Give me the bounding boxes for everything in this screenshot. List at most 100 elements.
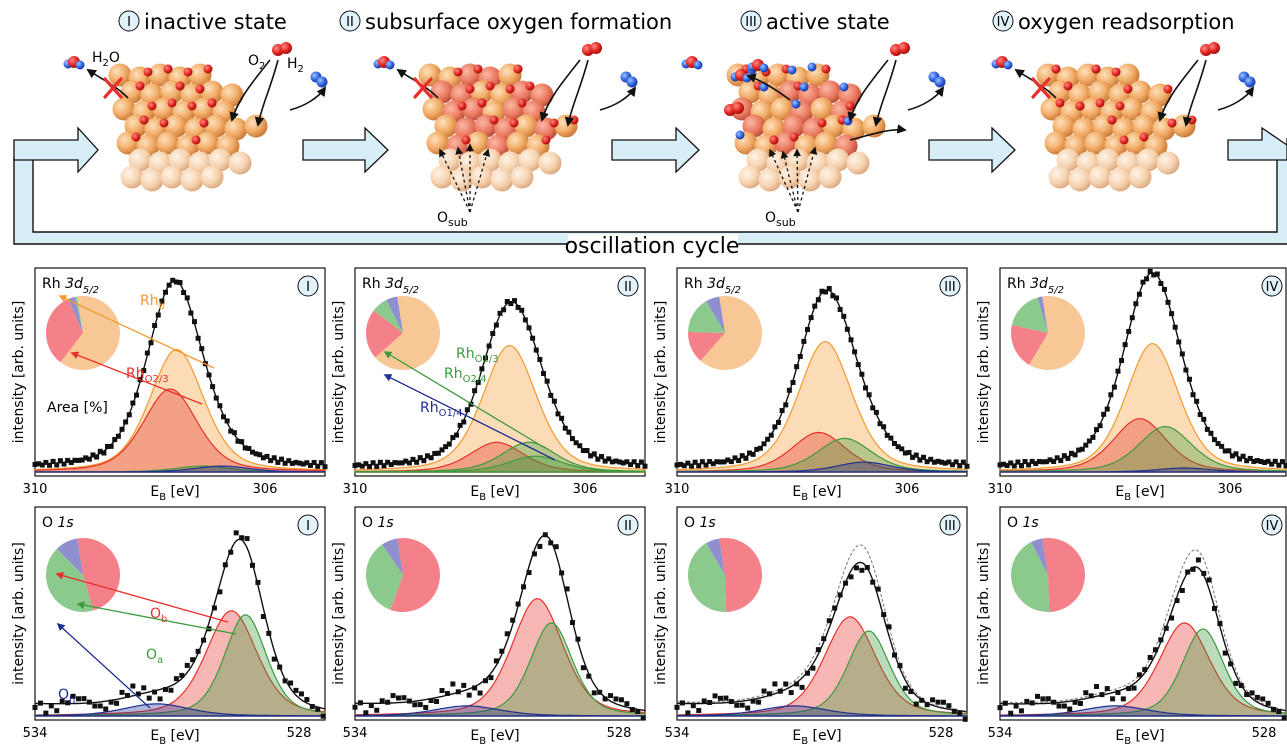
nanoparticle-illustrations xyxy=(108,62,1197,192)
data-point xyxy=(61,461,67,467)
oxygen-atom xyxy=(139,115,149,125)
x-tick-label: 534 xyxy=(343,726,368,741)
x-tick-label: 310 xyxy=(665,482,690,497)
x-axis-label: EB [eV] xyxy=(1115,728,1164,747)
stage-numeral: III xyxy=(745,15,757,30)
data-point xyxy=(1097,423,1103,429)
data-point xyxy=(1036,459,1042,465)
data-point xyxy=(935,699,941,705)
h2-molecule xyxy=(928,71,946,88)
data-point xyxy=(94,454,100,460)
data-point xyxy=(756,699,762,705)
data-point xyxy=(799,684,805,690)
data-point xyxy=(315,463,321,469)
data-point xyxy=(228,549,234,555)
x-tick-label: 528 xyxy=(287,726,312,741)
data-point xyxy=(488,675,494,681)
data-point xyxy=(401,695,407,701)
o-1s-panel-3: O 1s III intensity [arb. units] 534 528 EB [e… xyxy=(653,506,968,747)
data-point xyxy=(83,455,89,461)
data-point xyxy=(1120,696,1126,702)
rh-atom xyxy=(228,151,252,175)
data-point xyxy=(718,695,723,701)
data-point xyxy=(417,455,423,461)
oxygen-atom xyxy=(191,135,201,145)
data-point xyxy=(190,657,196,663)
pie-slice xyxy=(719,538,762,612)
data-point xyxy=(454,432,459,438)
data-point xyxy=(439,447,445,453)
data-point xyxy=(1201,570,1207,576)
data-point xyxy=(1229,453,1235,459)
h2o-molecule xyxy=(373,56,395,70)
data-point xyxy=(946,703,952,709)
reaction-arrow-icon xyxy=(849,124,907,141)
oxygen-label: O2 xyxy=(248,53,265,72)
data-point xyxy=(289,460,295,466)
x-tick-label: 534 xyxy=(665,726,690,741)
data-point xyxy=(674,704,680,710)
data-point xyxy=(257,452,263,458)
o-1s-panel-4: O 1s IV intensity [arb. units] 534 528 EB [eV… xyxy=(976,506,1287,747)
data-point xyxy=(541,370,546,376)
data-point xyxy=(613,458,619,464)
panel-numeral: III xyxy=(944,280,956,295)
data-point xyxy=(1258,458,1264,464)
data-point xyxy=(703,462,709,468)
area-pie-chart xyxy=(1011,538,1085,613)
data-point xyxy=(624,701,630,707)
o2-molecule xyxy=(272,42,292,56)
panel-numeral-badge xyxy=(939,514,961,536)
stage-badge xyxy=(740,10,762,32)
data-point xyxy=(919,697,925,703)
data-point xyxy=(1002,700,1008,706)
data-point xyxy=(101,450,107,456)
data-point xyxy=(504,298,510,304)
area-pie-chart xyxy=(46,296,120,370)
data-point xyxy=(1069,450,1074,456)
data-point xyxy=(221,414,226,420)
blocked-cross-icon xyxy=(1031,77,1051,99)
x-tick-label: 306 xyxy=(573,482,598,497)
data-point xyxy=(50,458,56,464)
data-point xyxy=(210,384,216,390)
pie-slice xyxy=(74,296,83,333)
rh-atom xyxy=(490,168,514,192)
component-peak xyxy=(676,461,968,473)
oxygen-atom xyxy=(207,98,217,108)
rh-atom xyxy=(770,97,794,121)
data-point xyxy=(54,708,60,714)
stage-title-4: IV oxygen readsorption xyxy=(992,10,1235,34)
data-point xyxy=(863,385,868,391)
data-point xyxy=(736,458,742,464)
data-point xyxy=(629,707,635,713)
data-point xyxy=(555,411,561,417)
data-point xyxy=(115,433,121,439)
data-point xyxy=(130,400,136,406)
data-point xyxy=(57,458,63,464)
data-point xyxy=(483,678,488,684)
data-point xyxy=(834,295,839,301)
data-point xyxy=(1083,442,1089,448)
stage-title-text: active state xyxy=(766,10,890,34)
data-point xyxy=(924,702,930,708)
data-point xyxy=(201,637,207,643)
oxygen-atom xyxy=(1111,67,1121,77)
data-point xyxy=(886,624,892,630)
data-point xyxy=(1244,458,1250,464)
data-point xyxy=(32,705,38,711)
data-point xyxy=(674,462,680,468)
data-point xyxy=(584,448,590,454)
data-point xyxy=(1153,647,1159,653)
data-point xyxy=(1281,715,1287,721)
callout-arrow-icon xyxy=(70,351,203,405)
data-point xyxy=(293,459,299,465)
data-point xyxy=(428,455,434,461)
data-point xyxy=(79,457,85,463)
rh-o13-label: RhO1/3 xyxy=(456,346,499,365)
y-axis-label: intensity [arb. units] xyxy=(11,542,27,685)
data-point xyxy=(134,392,139,398)
component-peak xyxy=(676,705,968,717)
